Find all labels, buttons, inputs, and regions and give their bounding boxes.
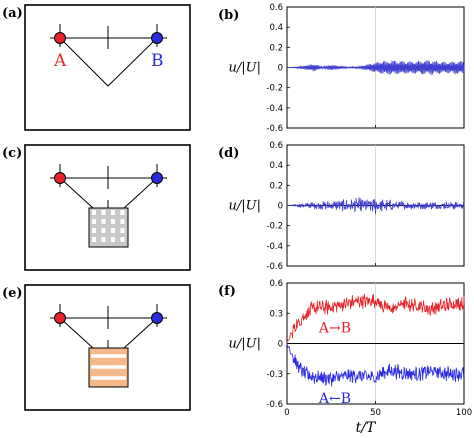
x-tick-label: 0	[284, 408, 289, 418]
x-tick-label: 100	[456, 408, 472, 418]
x-tick-label: 50	[370, 408, 381, 418]
point-a-dot	[54, 172, 66, 184]
y-tick-label: 0.6	[269, 279, 283, 289]
x-axis-label: t/T	[356, 420, 377, 436]
point-b-dot	[151, 172, 163, 184]
y-tick-label: 0.6	[269, 141, 283, 151]
panel-label: (f)	[218, 284, 236, 299]
y-axis-label: u/|U|	[229, 199, 261, 214]
point-a-dot	[54, 32, 66, 44]
y-axis-label: u/|U|	[229, 61, 261, 76]
y-axis-label: u/|U|	[229, 337, 261, 352]
schematic-panel: (e)	[2, 284, 191, 411]
schematic-frame	[24, 144, 191, 271]
y-tick-label: 0	[278, 340, 283, 350]
y-tick-label: 0.4	[269, 23, 283, 33]
link-left	[59, 317, 94, 349]
y-tick-label: 0	[278, 202, 283, 212]
y-tick-label: -0.4	[266, 104, 283, 114]
schematic-panel: (a) A B	[2, 4, 191, 131]
y-tick-label: 0.4	[269, 161, 283, 171]
chart-panel: (b) u/|U| 0.6 0.4 0.2 0 -0.2 -0.4 -0.6	[218, 3, 465, 134]
point-a-label: A	[53, 51, 67, 71]
y-tick-label: 0	[278, 64, 283, 74]
series-line	[286, 197, 465, 215]
v-link	[59, 37, 158, 87]
y-tick-label: 0.2	[269, 43, 283, 53]
link-right	[123, 177, 158, 209]
y-tick-label: 0.2	[269, 181, 283, 191]
y-tick-label: 0.3	[269, 309, 283, 319]
panel-label: (b)	[218, 8, 239, 23]
point-b-dot	[151, 312, 163, 324]
point-a-dot	[54, 312, 66, 324]
series-line	[286, 342, 465, 387]
y-tick-label: -0.4	[266, 242, 283, 252]
panel-label: (e)	[2, 286, 23, 301]
schematic-panel: (c)	[2, 144, 191, 271]
y-tick-label: -0.2	[266, 84, 283, 94]
panel-label: (d)	[218, 146, 239, 161]
y-tick-label: -0.6	[266, 262, 283, 272]
link-right	[123, 317, 158, 349]
schematic-frame	[24, 284, 191, 411]
schematic-frame	[24, 4, 191, 131]
y-tick-label: -0.6	[266, 400, 283, 410]
y-tick-label: -0.2	[266, 222, 283, 232]
series-line	[286, 60, 465, 75]
link-left	[59, 177, 94, 209]
annotation-a-to-b: A→B	[318, 320, 351, 336]
point-b-dot	[151, 32, 163, 44]
panel-label: (c)	[2, 146, 22, 161]
chart-panel: (d) u/|U| 0.6 0.4 0.2 0 -0.2 -0.4 -0.6	[218, 141, 465, 272]
y-tick-label: -0.6	[266, 124, 283, 134]
panel-label: (a)	[2, 6, 23, 21]
y-tick-label: -0.3	[266, 370, 283, 380]
point-b-label: B	[151, 51, 164, 71]
series-line	[286, 293, 465, 343]
y-tick-label: 0.6	[269, 3, 283, 13]
annotation-b-to-a: A←B	[318, 391, 351, 407]
